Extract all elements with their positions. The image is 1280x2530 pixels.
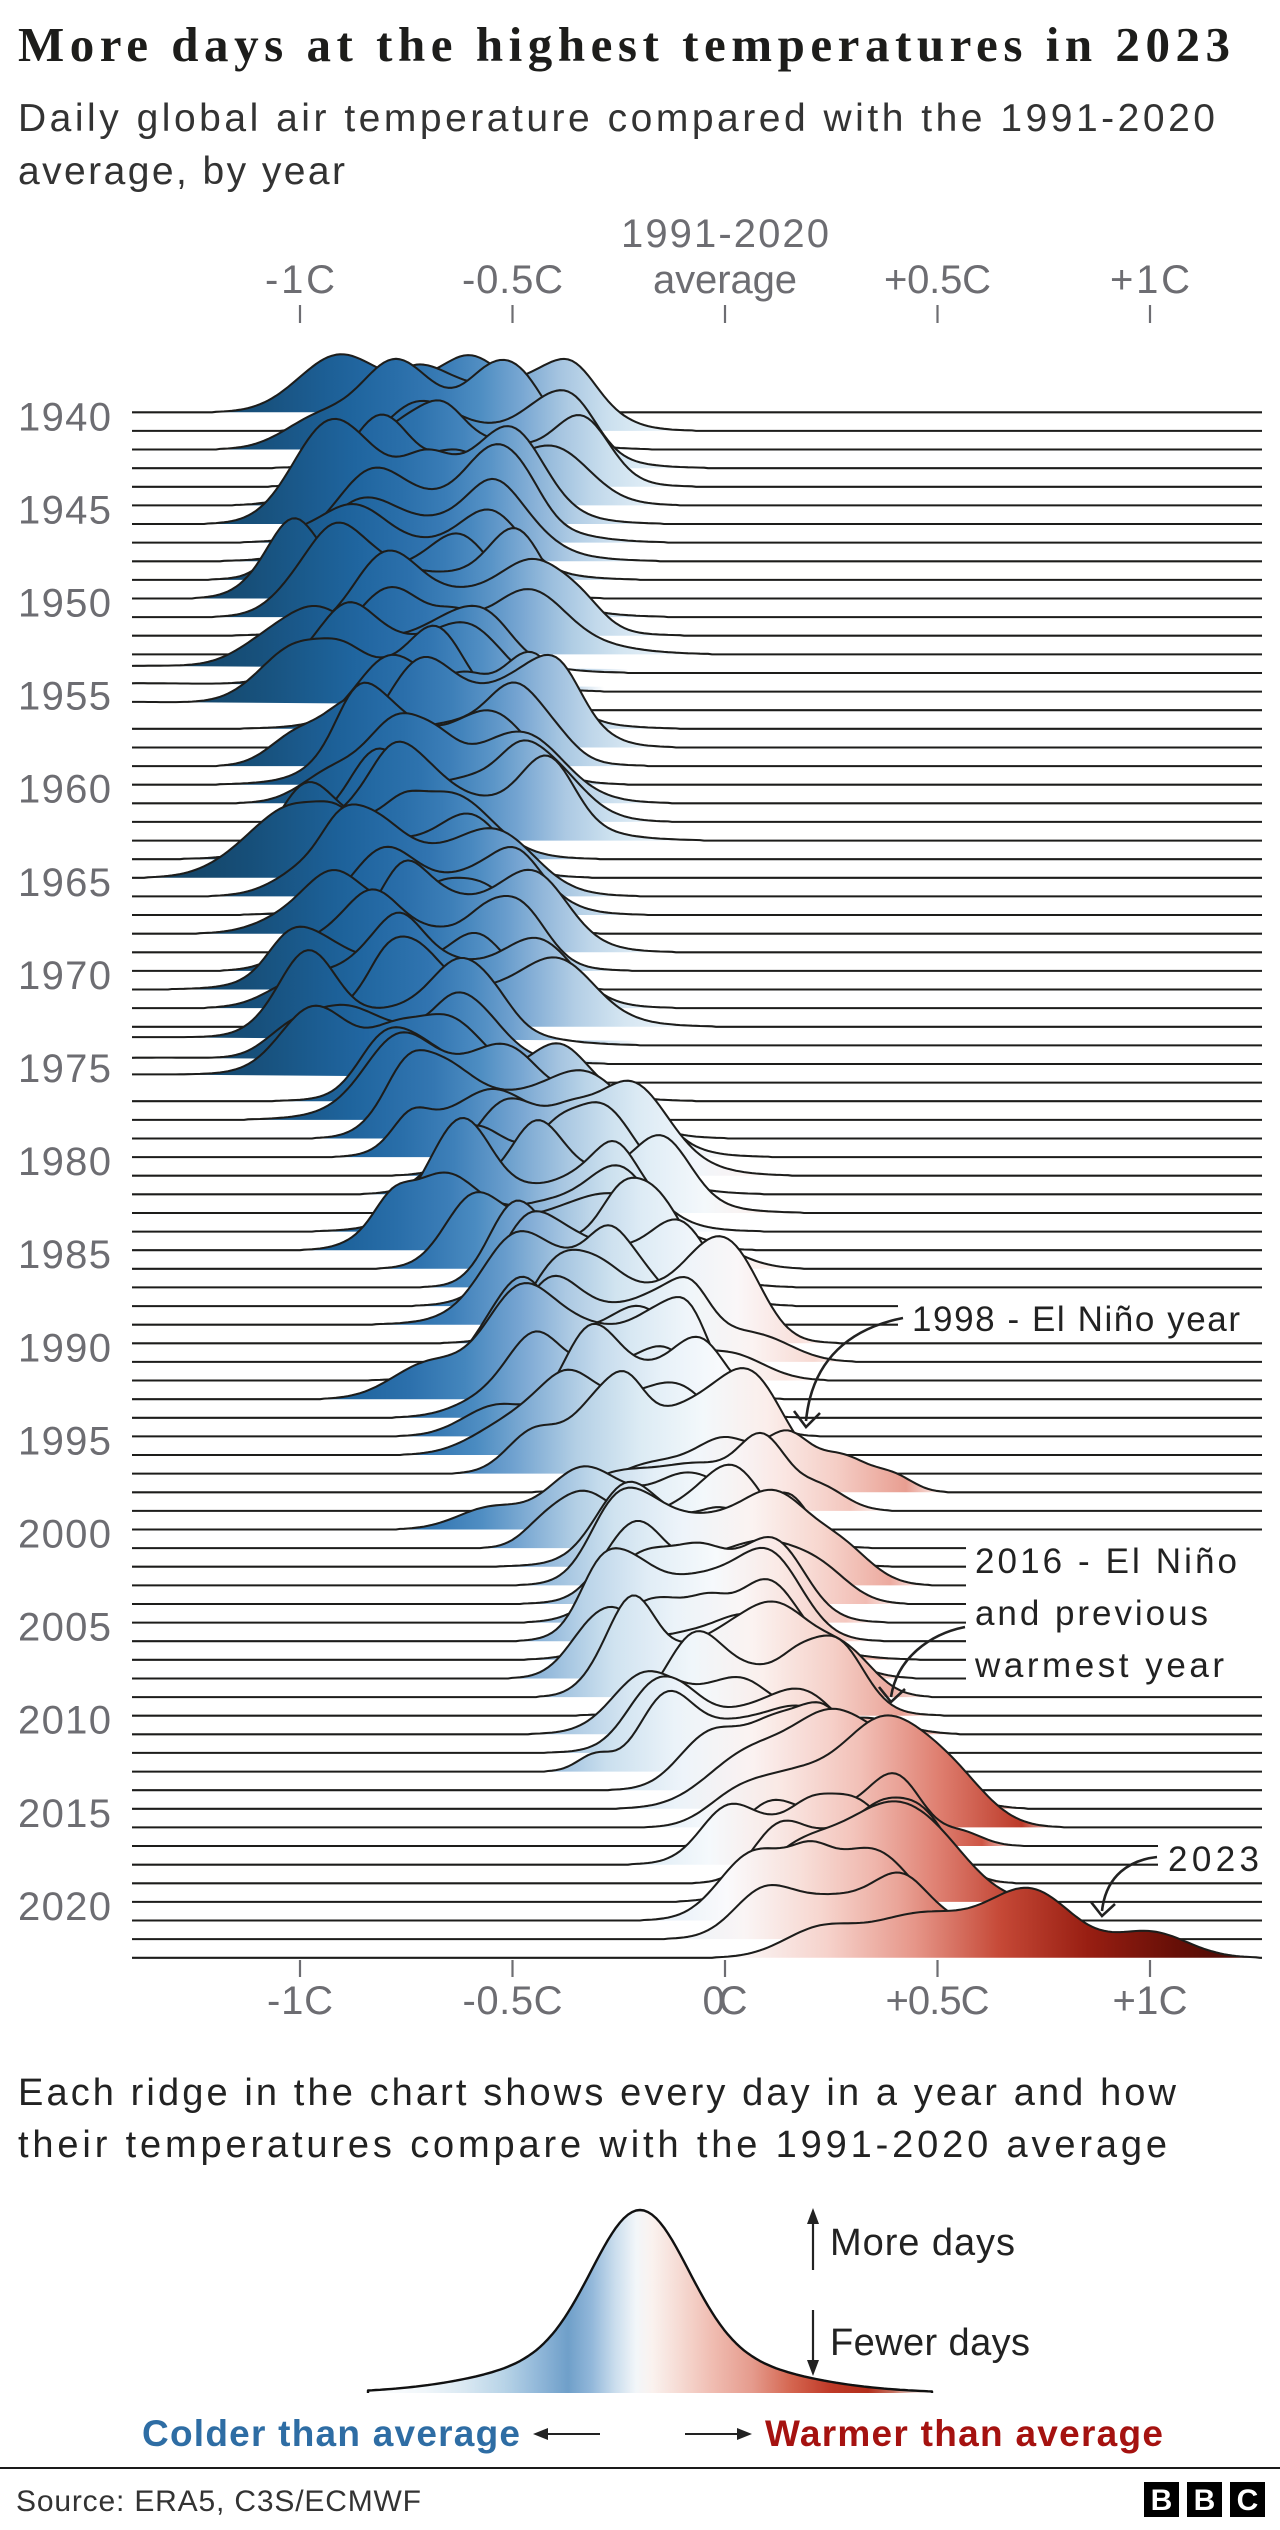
svg-text:+0.5C: +0.5C xyxy=(886,1979,990,2023)
svg-text:2000: 2000 xyxy=(18,1513,111,1557)
svg-text:1990: 1990 xyxy=(18,1326,111,1370)
svg-text:1950: 1950 xyxy=(18,582,111,626)
svg-text:-1C: -1C xyxy=(267,1979,333,2023)
svg-text:-0.5C: -0.5C xyxy=(463,1979,563,2023)
svg-text:1955: 1955 xyxy=(18,675,111,719)
svg-text:2010: 2010 xyxy=(18,1699,111,1743)
svg-text:C: C xyxy=(1237,2484,1259,2517)
svg-text:2005: 2005 xyxy=(18,1606,111,1650)
svg-text:1960: 1960 xyxy=(18,768,111,812)
svg-text:1985: 1985 xyxy=(18,1233,111,1277)
svg-text:1975: 1975 xyxy=(18,1047,111,1091)
svg-text:and previous: and previous xyxy=(975,1594,1208,1633)
svg-text:B: B xyxy=(1194,2484,1216,2517)
svg-text:B: B xyxy=(1151,2484,1173,2517)
svg-text:their temperatures compare wit: their temperatures compare with the 1991… xyxy=(18,2124,1167,2166)
svg-text:Fewer days: Fewer days xyxy=(830,2322,1030,2364)
svg-text:1965: 1965 xyxy=(18,861,111,905)
svg-text:-0.5C: -0.5C xyxy=(462,258,563,302)
svg-text:warmest year: warmest year xyxy=(974,1646,1224,1685)
svg-text:1940: 1940 xyxy=(18,395,111,439)
svg-text:1980: 1980 xyxy=(18,1140,111,1184)
svg-text:More days: More days xyxy=(830,2222,1015,2264)
svg-text:0C: 0C xyxy=(703,1979,748,2023)
svg-text:+1C: +1C xyxy=(1110,258,1190,302)
svg-text:2015: 2015 xyxy=(18,1792,111,1836)
svg-text:More days at the highest tempe: More days at the highest temperatures in… xyxy=(18,17,1230,72)
svg-text:-1C: -1C xyxy=(265,258,335,302)
svg-text:1970: 1970 xyxy=(18,954,111,998)
svg-text:Warmer than average: Warmer than average xyxy=(765,2413,1163,2454)
svg-text:+1C: +1C xyxy=(1113,1979,1188,2023)
svg-text:average: average xyxy=(653,258,797,302)
svg-text:1991-2020: 1991-2020 xyxy=(621,212,829,256)
svg-text:average, by year: average, by year xyxy=(18,150,345,193)
svg-text:2020: 2020 xyxy=(18,1885,111,1929)
svg-text:1995: 1995 xyxy=(18,1419,111,1463)
svg-text:Source: ERA5, C3S/ECMWF: Source: ERA5, C3S/ECMWF xyxy=(16,2485,421,2518)
svg-text:Each ridge in the chart shows: Each ridge in the chart shows every day … xyxy=(18,2072,1177,2114)
svg-text:1945: 1945 xyxy=(18,488,111,532)
svg-text:+0.5C: +0.5C xyxy=(884,258,991,302)
svg-text:Daily global air temperature c: Daily global air temperature compared wi… xyxy=(18,97,1215,140)
svg-text:Colder than average: Colder than average xyxy=(142,2413,520,2454)
svg-text:2016 - El Niño: 2016 - El Niño xyxy=(975,1542,1237,1581)
